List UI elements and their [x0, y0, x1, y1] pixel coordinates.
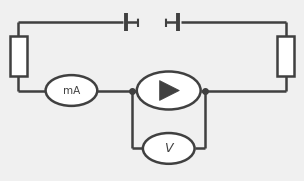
Polygon shape [160, 81, 179, 100]
Bar [10, 36, 27, 76]
Circle shape [46, 75, 97, 106]
Circle shape [137, 71, 201, 110]
Text: mA: mA [63, 85, 80, 96]
Circle shape [143, 133, 195, 164]
Bar [277, 36, 294, 76]
Text: V: V [164, 142, 173, 155]
